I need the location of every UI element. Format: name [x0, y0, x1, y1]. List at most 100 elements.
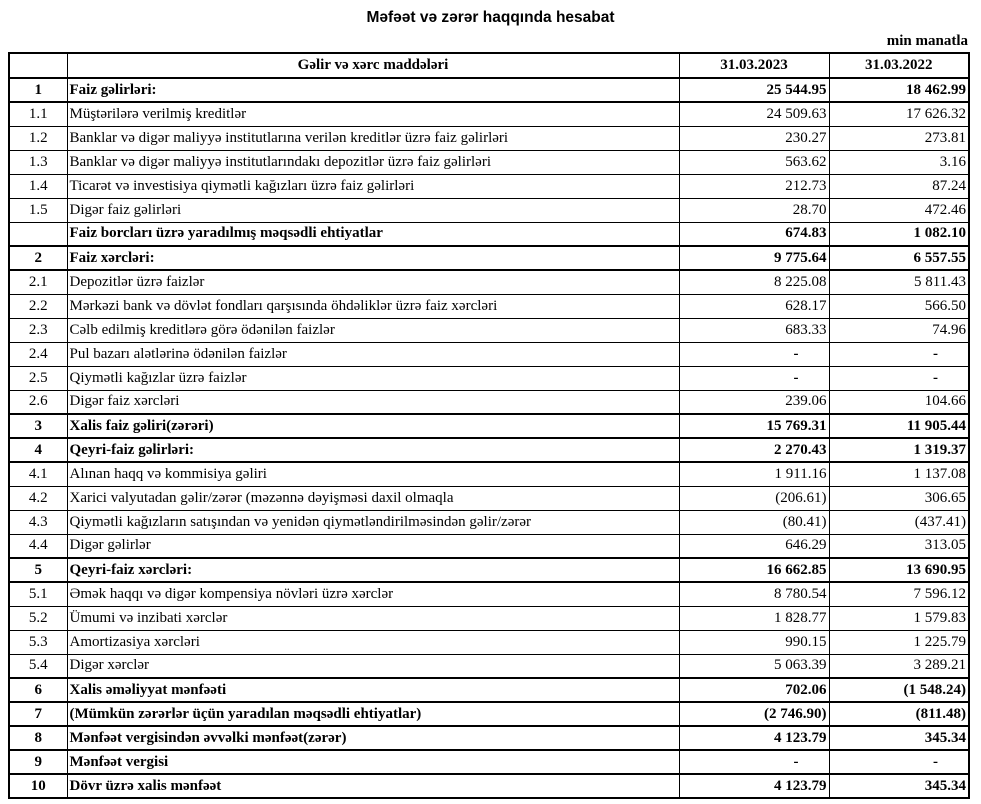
value-2022-cell: 345.34: [828, 725, 970, 751]
item-cell: Ticarət və investisiya qiymətli kağızlar…: [66, 173, 680, 199]
unit-note: min manatla: [886, 33, 968, 49]
value-2022-cell: -: [828, 365, 970, 391]
item-cell: Digər faiz xərcləri: [66, 389, 680, 415]
table-row: 2.6 Digər faiz xərcləri 239.06 104.66: [8, 389, 970, 415]
value-2023-cell: 683.33: [678, 317, 830, 343]
row-number-cell: 7: [8, 701, 68, 727]
table-row: 1.3 Banklar və digər maliyyə institutları…: [8, 149, 970, 175]
value-2023-cell: 8 780.54: [678, 581, 830, 607]
table-row: 4.3 Qiymətli kağızların satışından və yen…: [8, 509, 970, 535]
value-2023-cell: 990.15: [678, 629, 830, 655]
table-row: 4.4 Digər gəlirlər 646.29 313.05: [8, 533, 970, 559]
item-cell: (Mümkün zərərlər üçün yaradılan məqsədli…: [66, 701, 680, 727]
header-2022-cell: 31.03.2022: [828, 52, 970, 79]
item-cell: Digər xərclər: [66, 653, 680, 679]
table-row: 9 Mənfəət vergisi - -: [8, 749, 970, 775]
table-row: 2.5 Qiymətli kağızlar üzrə faizlər - -: [8, 365, 970, 391]
value-2023-cell: 4 123.79: [678, 773, 830, 799]
row-number-cell: 1.4: [8, 173, 68, 199]
item-cell: Müştərilərə verilmiş kreditlər: [66, 101, 680, 127]
row-number-cell: 4.1: [8, 461, 68, 487]
table-row: 3 Xalis faiz gəliri(zərəri) 15 769.31 11 90…: [8, 413, 970, 439]
value-2022-cell: 104.66: [828, 389, 970, 415]
value-2022-cell: 1 137.08: [828, 461, 970, 487]
value-2023-cell: 8 225.08: [678, 269, 830, 295]
table-header-row: Gəlir və xərc maddələri 31.03.2023 31.03…: [8, 52, 970, 79]
table-row: 4 Qeyri-faiz gəlirləri: 2 270.43 1 319.37: [8, 437, 970, 463]
table-row: 2.1 Depozitlər üzrə faizlər 8 225.08 5 811.…: [8, 269, 970, 295]
table-row: Faiz borcları üzrə yaradılmış məqsədli e…: [8, 221, 970, 247]
value-2023-cell: 15 769.31: [678, 413, 830, 439]
profit-loss-table: Gəlir və xərc maddələri 31.03.2023 31.03…: [8, 52, 970, 799]
item-cell: Faiz borcları üzrə yaradılmış məqsədli e…: [66, 221, 680, 247]
value-2023-cell: 239.06: [678, 389, 830, 415]
value-2023-cell: 230.27: [678, 125, 830, 151]
item-cell: Cəlb edilmiş kreditlərə görə ödənilən fa…: [66, 317, 680, 343]
item-cell: Pul bazarı alətlərinə ödənilən faizlər: [66, 341, 680, 367]
row-number-cell: 5.1: [8, 581, 68, 607]
row-number-cell: 1.5: [8, 197, 68, 223]
table-row: 4.1 Alınan haqq və kommisiya gəliri 1 911.…: [8, 461, 970, 487]
value-2022-cell: 472.46: [828, 197, 970, 223]
table-row: 1 Faiz gəlirləri: 25 544.95 18 462.99: [8, 77, 970, 103]
header-2023-cell: 31.03.2023: [678, 52, 830, 79]
table-body: 1 Faiz gəlirləri: 25 544.95 18 462.99 1.1 Müş…: [8, 77, 970, 799]
value-2023-cell: 702.06: [678, 677, 830, 703]
value-2023-cell: 674.83: [678, 221, 830, 247]
value-2023-cell: 24 509.63: [678, 101, 830, 127]
value-2022-cell: (811.48): [828, 701, 970, 727]
value-2022-cell: 74.96: [828, 317, 970, 343]
row-number-cell: 1.3: [8, 149, 68, 175]
table-row: 5 Qeyri-faiz xərcləri: 16 662.85 13 690.95: [8, 557, 970, 583]
row-number-cell: 2.4: [8, 341, 68, 367]
table-row: 2 Faiz xərcləri: 9 775.64 6 557.55: [8, 245, 970, 271]
value-2023-cell: 2 270.43: [678, 437, 830, 463]
value-2022-cell: 273.81: [828, 125, 970, 151]
table-row: 5.2 Ümumi və inzibati xərclər 1 828.77 1 57…: [8, 605, 970, 631]
row-number-cell: 8: [8, 725, 68, 751]
item-cell: Amortizasiya xərcləri: [66, 629, 680, 655]
item-cell: Qiymətli kağızlar üzrə faizlər: [66, 365, 680, 391]
value-2023-cell: 16 662.85: [678, 557, 830, 583]
value-2022-cell: 1 082.10: [828, 221, 970, 247]
table-row: 5.3 Amortizasiya xərcləri 990.15 1 225.79: [8, 629, 970, 655]
item-cell: Alınan haqq və kommisiya gəliri: [66, 461, 680, 487]
item-cell: Banklar və digər maliyyə institutlarında…: [66, 149, 680, 175]
value-2023-cell: 628.17: [678, 293, 830, 319]
value-2023-cell: -: [678, 341, 830, 367]
value-2023-cell: 5 063.39: [678, 653, 830, 679]
item-cell: Qiymətli kağızların satışından və yenidə…: [66, 509, 680, 535]
row-number-cell: 6: [8, 677, 68, 703]
value-2022-cell: 566.50: [828, 293, 970, 319]
table-row: 2.3 Cəlb edilmiş kreditlərə görə ödənilən…: [8, 317, 970, 343]
header-number-cell: [8, 52, 68, 79]
item-cell: Əmək haqqı və digər kompensiya növləri ü…: [66, 581, 680, 607]
value-2023-cell: 25 544.95: [678, 77, 830, 103]
item-cell: Dövr üzrə xalis mənfəət: [66, 773, 680, 799]
value-2023-cell: 9 775.64: [678, 245, 830, 271]
item-cell: Qeyri-faiz gəlirləri:: [66, 437, 680, 463]
value-2022-cell: 7 596.12: [828, 581, 970, 607]
header-item-cell: Gəlir və xərc maddələri: [66, 52, 680, 79]
row-number-cell: 2.1: [8, 269, 68, 295]
row-number-cell: 5: [8, 557, 68, 583]
value-2022-cell: 313.05: [828, 533, 970, 559]
item-cell: Mərkəzi bank və dövlət fondları qarşısın…: [66, 293, 680, 319]
row-number-cell: 2.5: [8, 365, 68, 391]
value-2023-cell: (206.61): [678, 485, 830, 511]
value-2022-cell: 17 626.32: [828, 101, 970, 127]
table-row: 5.4 Digər xərclər 5 063.39 3 289.21: [8, 653, 970, 679]
row-number-cell: 3: [8, 413, 68, 439]
value-2022-cell: 11 905.44: [828, 413, 970, 439]
value-2022-cell: 1 319.37: [828, 437, 970, 463]
item-cell: Mənfəət vergisi: [66, 749, 680, 775]
report-title: Məfəət və zərər haqqında hesabat: [366, 9, 615, 26]
item-cell: Mənfəət vergisindən əvvəlki mənfəət(zərə…: [66, 725, 680, 751]
item-cell: Faiz gəlirləri:: [66, 77, 680, 103]
table-row: 4.2 Xarici valyutadan gəlir/zərər (məzənn…: [8, 485, 970, 511]
row-number-cell: 2: [8, 245, 68, 271]
row-number-cell: 4.4: [8, 533, 68, 559]
value-2023-cell: 1 828.77: [678, 605, 830, 631]
row-number-cell: 9: [8, 749, 68, 775]
